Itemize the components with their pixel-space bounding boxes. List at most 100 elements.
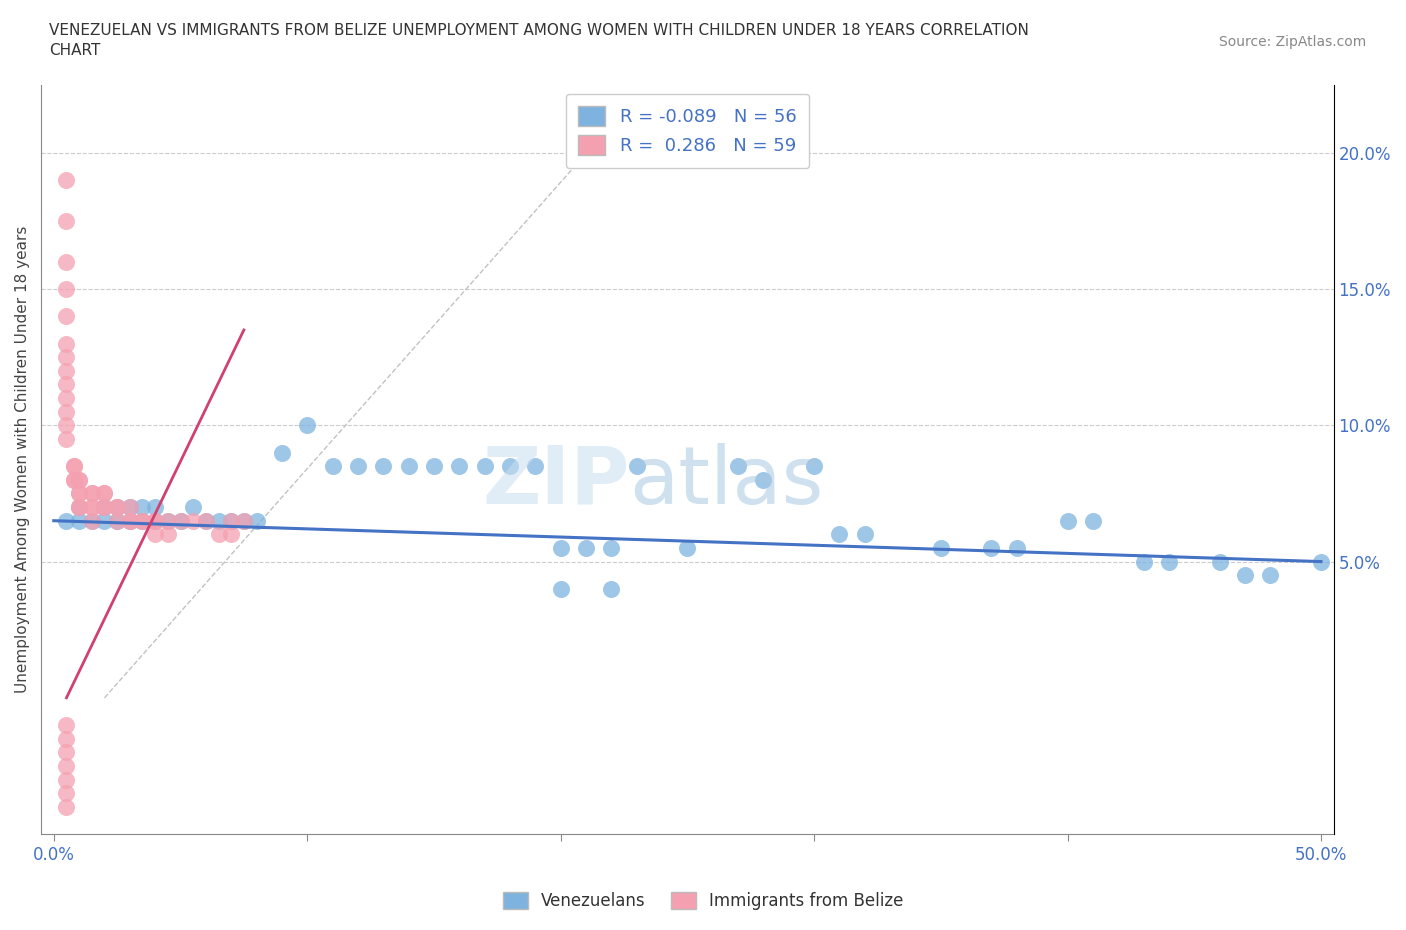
Point	[803, 458, 825, 473]
Point	[93, 486, 115, 501]
Point	[55, 309, 77, 324]
Point	[232, 513, 254, 528]
Point	[676, 540, 699, 555]
Point	[156, 513, 179, 528]
Point	[1081, 513, 1104, 528]
Point	[207, 527, 229, 542]
Point	[55, 800, 77, 815]
Text: VENEZUELAN VS IMMIGRANTS FROM BELIZE UNEMPLOYMENT AMONG WOMEN WITH CHILDREN UNDE: VENEZUELAN VS IMMIGRANTS FROM BELIZE UNE…	[49, 23, 1029, 58]
Point	[105, 499, 128, 514]
Point	[93, 499, 115, 514]
Point	[1005, 540, 1028, 555]
Point	[63, 458, 86, 473]
Point	[219, 513, 242, 528]
Point	[55, 513, 77, 528]
Point	[550, 540, 572, 555]
Point	[156, 513, 179, 528]
Point	[156, 527, 179, 542]
Point	[55, 405, 77, 419]
Point	[67, 499, 90, 514]
Point	[118, 499, 141, 514]
Text: Source: ZipAtlas.com: Source: ZipAtlas.com	[1219, 35, 1367, 49]
Point	[55, 377, 77, 392]
Point	[55, 418, 77, 432]
Point	[93, 499, 115, 514]
Point	[67, 472, 90, 487]
Point	[322, 458, 344, 473]
Legend: R = -0.089   N = 56, R =  0.286   N = 59: R = -0.089 N = 56, R = 0.286 N = 59	[565, 94, 808, 167]
Point	[398, 458, 420, 473]
Point	[499, 458, 522, 473]
Point	[297, 418, 319, 432]
Point	[131, 513, 153, 528]
Point	[575, 540, 598, 555]
Text: ZIP: ZIP	[482, 443, 630, 521]
Point	[80, 513, 103, 528]
Point	[143, 499, 166, 514]
Point	[55, 350, 77, 365]
Point	[118, 513, 141, 528]
Point	[131, 513, 153, 528]
Point	[118, 499, 141, 514]
Point	[67, 499, 90, 514]
Point	[1233, 567, 1256, 582]
Point	[143, 527, 166, 542]
Point	[1056, 513, 1078, 528]
Point	[55, 745, 77, 760]
Point	[143, 513, 166, 528]
Point	[67, 486, 90, 501]
Point	[63, 472, 86, 487]
Point	[347, 458, 370, 473]
Point	[929, 540, 952, 555]
Point	[194, 513, 217, 528]
Point	[1157, 554, 1180, 569]
Point	[474, 458, 496, 473]
Point	[55, 364, 77, 379]
Point	[524, 458, 547, 473]
Point	[67, 499, 90, 514]
Point	[1208, 554, 1230, 569]
Point	[67, 472, 90, 487]
Point	[232, 513, 254, 528]
Point	[55, 718, 77, 733]
Point	[67, 513, 90, 528]
Y-axis label: Unemployment Among Women with Children Under 18 years: Unemployment Among Women with Children U…	[15, 226, 30, 693]
Point	[93, 486, 115, 501]
Point	[600, 581, 623, 596]
Point	[55, 173, 77, 188]
Point	[752, 472, 775, 487]
Point	[105, 499, 128, 514]
Point	[853, 527, 876, 542]
Point	[55, 772, 77, 787]
Point	[55, 759, 77, 774]
Point	[55, 336, 77, 351]
Point	[600, 540, 623, 555]
Point	[207, 513, 229, 528]
Point	[423, 458, 446, 473]
Point	[449, 458, 471, 473]
Point	[550, 581, 572, 596]
Point	[105, 513, 128, 528]
Point	[727, 458, 749, 473]
Point	[143, 513, 166, 528]
Legend: Venezuelans, Immigrants from Belize: Venezuelans, Immigrants from Belize	[496, 885, 910, 917]
Point	[194, 513, 217, 528]
Point	[219, 513, 242, 528]
Point	[181, 513, 204, 528]
Point	[1132, 554, 1154, 569]
Point	[143, 513, 166, 528]
Point	[105, 499, 128, 514]
Point	[80, 513, 103, 528]
Point	[80, 499, 103, 514]
Point	[245, 513, 267, 528]
Point	[80, 486, 103, 501]
Point	[63, 472, 86, 487]
Point	[169, 513, 191, 528]
Point	[980, 540, 1002, 555]
Point	[93, 499, 115, 514]
Point	[55, 214, 77, 229]
Text: atlas: atlas	[630, 443, 824, 521]
Point	[828, 527, 851, 542]
Point	[55, 731, 77, 746]
Point	[118, 513, 141, 528]
